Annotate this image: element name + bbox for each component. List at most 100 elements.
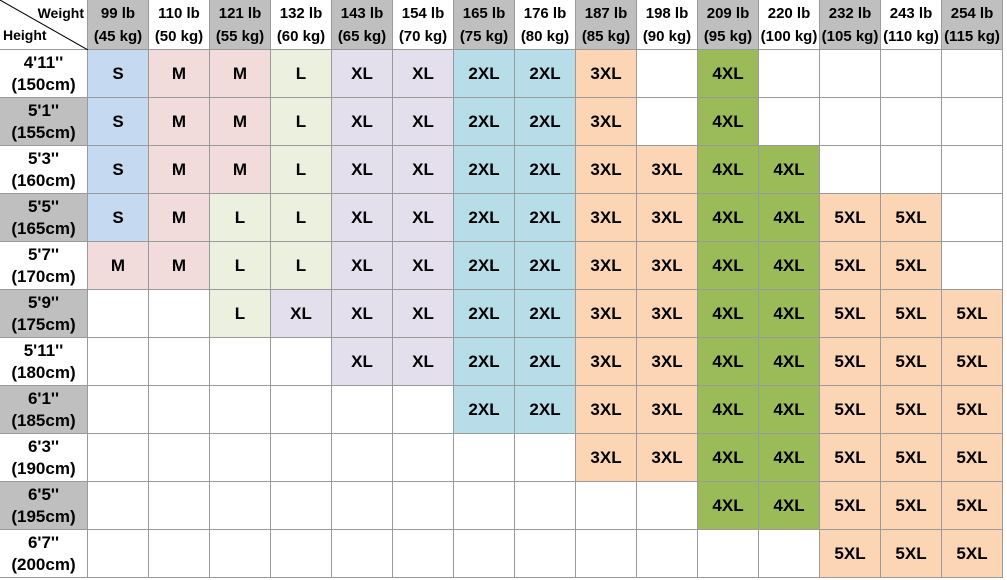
size-label: XL — [351, 159, 373, 179]
size-label: 5XL — [895, 207, 927, 227]
weight-lb: 176 lb — [523, 4, 567, 22]
size-label: 5XL — [895, 255, 927, 275]
size-cell: 5XL — [820, 194, 881, 242]
size-cell — [88, 338, 149, 386]
size-label: 4XL — [773, 495, 805, 515]
size-cell — [637, 50, 698, 98]
size-label: 4XL — [773, 447, 805, 467]
weight-lb: 121 lb — [218, 4, 262, 22]
height-ft: 4'11'' — [23, 52, 64, 72]
size-cell: 3XL — [576, 242, 637, 290]
size-label: XL — [351, 207, 373, 227]
size-label: 2XL — [529, 159, 561, 179]
size-label: XL — [351, 255, 373, 275]
height-cm: (190cm) — [11, 458, 76, 478]
height-ft: 5'5'' — [27, 196, 60, 216]
height-ft: 5'9'' — [27, 292, 60, 312]
size-cell: 4XL — [698, 194, 759, 242]
size-cell: 2XL — [515, 146, 576, 194]
size-label: M — [171, 111, 187, 131]
size-cell — [698, 530, 759, 578]
size-label: M — [171, 207, 187, 227]
size-cell: 4XL — [698, 338, 759, 386]
size-label: XL — [412, 111, 434, 131]
size-cell: M — [149, 98, 210, 146]
weight-lb: 243 lb — [889, 4, 933, 22]
size-cell: 4XL — [759, 194, 820, 242]
height-cm: (150cm) — [11, 74, 76, 94]
size-cell: 2XL — [515, 386, 576, 434]
weight-kg: (85 kg) — [581, 27, 631, 45]
size-label: 5XL — [834, 543, 866, 563]
size-cell: M — [210, 146, 271, 194]
size-cell: 5XL — [942, 530, 1003, 578]
size-cell — [149, 290, 210, 338]
size-cell — [454, 434, 515, 482]
size-cell — [759, 50, 820, 98]
size-cell: 3XL — [637, 386, 698, 434]
size-label: 4XL — [712, 207, 744, 227]
size-label: L — [295, 159, 307, 179]
size-cell — [637, 482, 698, 530]
weight-lb: 220 lb — [767, 4, 811, 22]
weight-header: 209 lb (95 kg) — [698, 0, 759, 50]
size-cell: 5XL — [881, 482, 942, 530]
size-cell: 4XL — [698, 434, 759, 482]
height-cm: (195cm) — [11, 506, 76, 526]
height-header: 5'11'' (180cm) — [0, 338, 88, 386]
size-label: 2XL — [468, 111, 500, 131]
size-cell — [210, 434, 271, 482]
weight-kg: (65 kg) — [337, 27, 387, 45]
size-cell: XL — [393, 290, 454, 338]
size-cell: S — [88, 50, 149, 98]
size-label: 5XL — [895, 399, 927, 419]
size-cell: XL — [393, 98, 454, 146]
size-cell: L — [210, 242, 271, 290]
size-label: XL — [412, 159, 434, 179]
size-cell: 4XL — [698, 50, 759, 98]
weight-kg: (45 kg) — [93, 27, 143, 45]
size-label: S — [112, 111, 124, 131]
size-label: 2XL — [529, 399, 561, 419]
weight-header: 243 lb (110 kg) — [881, 0, 942, 50]
size-cell — [820, 98, 881, 146]
size-cell: 3XL — [576, 50, 637, 98]
size-label: 3XL — [590, 63, 622, 83]
size-label: 5XL — [834, 255, 866, 275]
height-cm: (170cm) — [11, 266, 76, 286]
size-cell — [271, 338, 332, 386]
height-header: 5'1'' (155cm) — [0, 98, 88, 146]
weight-lb: 198 lb — [645, 4, 689, 22]
size-cell — [332, 386, 393, 434]
size-cell — [942, 194, 1003, 242]
size-label: XL — [412, 351, 434, 371]
height-header: 5'5'' (165cm) — [0, 194, 88, 242]
size-label: 5XL — [834, 447, 866, 467]
size-label: 3XL — [590, 351, 622, 371]
size-cell: 5XL — [820, 530, 881, 578]
size-cell — [88, 482, 149, 530]
size-label: M — [171, 255, 187, 275]
size-label: 3XL — [590, 303, 622, 323]
size-label: 2XL — [529, 351, 561, 371]
height-header: 5'3'' (160cm) — [0, 146, 88, 194]
size-cell: XL — [332, 242, 393, 290]
size-cell: 4XL — [759, 482, 820, 530]
weight-header: 154 lb (70 kg) — [393, 0, 454, 50]
weight-lb: 254 lb — [950, 4, 994, 22]
size-label: M — [171, 159, 187, 179]
size-label: L — [295, 255, 307, 275]
size-cell — [149, 338, 210, 386]
height-header: 6'5'' (195cm) — [0, 482, 88, 530]
size-label: XL — [290, 303, 312, 323]
size-cell: 5XL — [820, 482, 881, 530]
size-cell — [942, 146, 1003, 194]
size-label: 3XL — [651, 255, 683, 275]
height-ft: 5'11'' — [23, 340, 64, 360]
size-label: XL — [412, 303, 434, 323]
height-header: 6'3'' (190cm) — [0, 434, 88, 482]
weight-header: 187 lb (85 kg) — [576, 0, 637, 50]
size-cell — [393, 482, 454, 530]
height-header: 6'1'' (185cm) — [0, 386, 88, 434]
